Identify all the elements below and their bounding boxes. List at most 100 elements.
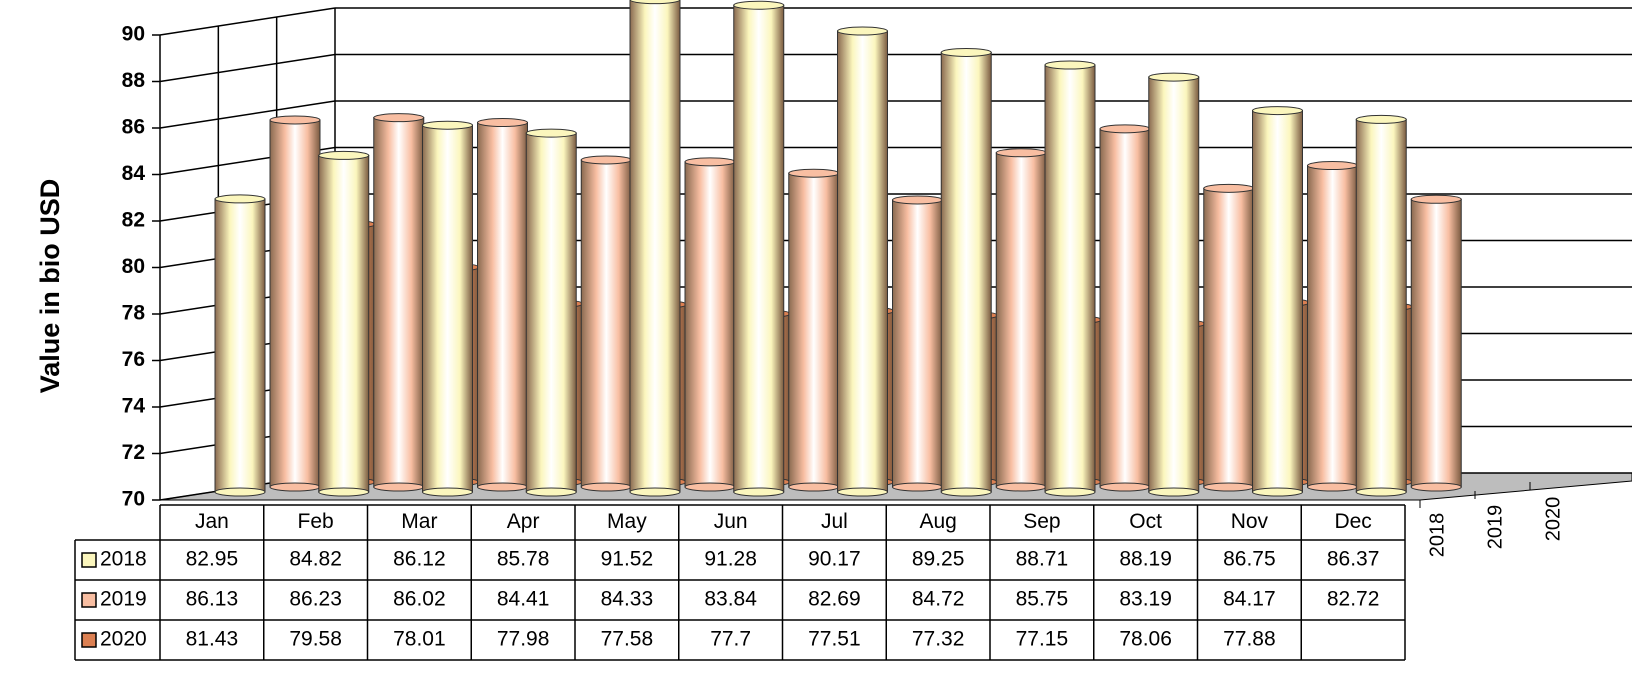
- table-cell: 77.32: [912, 628, 965, 651]
- bar: [1099, 128, 1151, 488]
- table-cell: 88.19: [1119, 548, 1172, 571]
- bar-base: [892, 482, 943, 492]
- y-tick-label: 90: [122, 23, 145, 46]
- bar: [269, 119, 321, 488]
- bar-base: [1307, 482, 1358, 492]
- table-cell: 86.37: [1327, 548, 1380, 571]
- bar-base: [318, 487, 370, 497]
- bar: [1203, 187, 1255, 488]
- table-cell: 83.84: [704, 588, 757, 611]
- bar: [837, 30, 888, 493]
- bar-base: [629, 487, 681, 497]
- y-tick-label: 88: [122, 69, 146, 92]
- table-cell: 84.33: [601, 588, 654, 611]
- bar-top: [1355, 114, 1407, 124]
- bar-base: [1252, 487, 1303, 497]
- bar: [1148, 76, 1200, 493]
- bar: [1307, 165, 1358, 488]
- bar-base: [940, 487, 992, 497]
- bar: [733, 4, 785, 493]
- table-cell: 89.25: [912, 548, 965, 571]
- bar-top: [1148, 72, 1200, 82]
- x-tick-label: Dec: [1334, 510, 1371, 533]
- bars: [214, 0, 1462, 497]
- depth-label: 2019: [1484, 505, 1506, 550]
- table-cell: 86.75: [1223, 548, 1276, 571]
- bar: [940, 51, 992, 493]
- legend-label: 2018: [100, 548, 147, 571]
- x-tick-label: Jun: [714, 510, 748, 533]
- legend-swatch: [81, 592, 97, 608]
- bar-top: [892, 195, 943, 205]
- bar-base: [1044, 487, 1096, 497]
- legend-swatch: [81, 632, 97, 648]
- grid-line: [159, 7, 336, 36]
- bar-base: [580, 482, 632, 492]
- bar: [684, 161, 736, 488]
- table-cell: 86.13: [186, 588, 239, 611]
- y-tick-label: 70: [122, 488, 145, 511]
- table-cell: 77.58: [601, 628, 654, 651]
- y-tick-label: 72: [122, 441, 145, 464]
- bar-top: [837, 26, 888, 36]
- bar: [629, 0, 681, 493]
- bar-top: [1307, 161, 1358, 171]
- bar: [214, 198, 266, 493]
- table-cell: 86.02: [393, 588, 446, 611]
- x-tick-label: Feb: [298, 510, 334, 533]
- bar-top: [1044, 60, 1096, 70]
- depth-label: 2018: [1426, 513, 1448, 558]
- grid-line: [159, 53, 336, 83]
- bar-top: [477, 118, 528, 128]
- bar: [788, 172, 840, 488]
- bar: [1044, 64, 1096, 493]
- table-cell: 86.23: [289, 588, 342, 611]
- bar-top: [1099, 124, 1151, 134]
- table-cell: 81.43: [186, 628, 239, 651]
- bar-top: [788, 168, 840, 178]
- legend-label: 2019: [100, 588, 147, 611]
- bar-base: [525, 487, 577, 497]
- x-tick-label: Nov: [1231, 510, 1269, 533]
- table-cell: 84.17: [1223, 588, 1276, 611]
- bar: [318, 154, 370, 493]
- table-cell: 91.28: [704, 548, 757, 571]
- table-cell: 77.88: [1223, 628, 1276, 651]
- y-tick-label: 82: [122, 209, 145, 232]
- y-tick-label: 76: [122, 348, 145, 371]
- table-cell: 77.7: [710, 628, 751, 651]
- y-tick-label: 84: [122, 162, 146, 185]
- table-cell: 84.72: [912, 588, 965, 611]
- table-cell: 82.69: [808, 588, 861, 611]
- bar-base: [684, 482, 736, 492]
- bar: [373, 117, 425, 488]
- x-tick-label: Oct: [1129, 510, 1162, 533]
- bar-top: [995, 148, 1047, 158]
- bar-base: [373, 482, 425, 492]
- table-cell: 85.75: [1016, 588, 1069, 611]
- bar: [580, 159, 632, 488]
- y-tick-label: 78: [122, 302, 146, 325]
- bar-base: [837, 487, 888, 497]
- table-cell: 78.06: [1119, 628, 1172, 651]
- table-cell: 78.01: [393, 628, 446, 651]
- bar-top: [373, 113, 425, 123]
- bar-base: [995, 482, 1047, 492]
- bar-top: [629, 0, 681, 5]
- table-cell: 82.95: [186, 548, 239, 571]
- bar-base: [788, 482, 840, 492]
- bar-base: [733, 487, 785, 497]
- bar: [477, 122, 528, 488]
- bar: [525, 132, 577, 493]
- depth-label: 2020: [1542, 497, 1564, 542]
- table-cell: 79.58: [289, 628, 342, 651]
- bar-base: [1203, 482, 1255, 492]
- bar-top: [269, 115, 321, 125]
- bar-top: [733, 0, 785, 10]
- bar-top: [318, 150, 370, 160]
- bar: [995, 152, 1047, 488]
- bar-top: [1203, 183, 1255, 193]
- table-cell: 77.15: [1016, 628, 1069, 651]
